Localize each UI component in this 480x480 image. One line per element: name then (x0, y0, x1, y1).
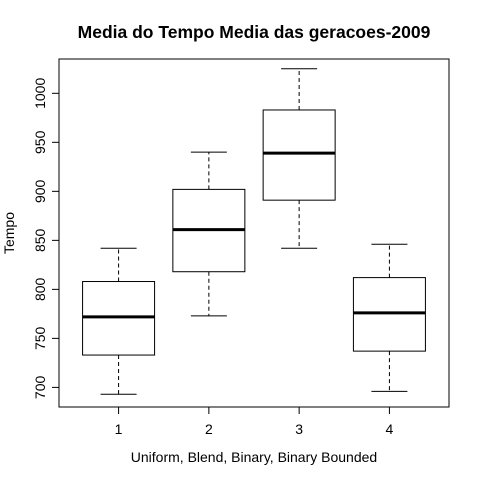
y-axis: 700 750 800 850 900 950 1000 (32, 78, 60, 400)
box-3 (262, 68, 336, 249)
x-tick-label-4: 4 (386, 421, 394, 437)
chart-title: Media do Tempo Media das geracoes-2009 (78, 22, 431, 42)
y-tick-label-800: 800 (32, 277, 48, 301)
x-axis: 1 2 3 4 (115, 406, 394, 437)
y-tick-label-950: 950 (32, 130, 48, 154)
boxes-group (82, 68, 426, 395)
x-axis-label: Uniform, Blend, Binary, Binary Bounded (131, 449, 377, 465)
y-axis-label: Tempo (1, 212, 17, 254)
y-tick-label-1000: 1000 (32, 78, 48, 109)
box-1 (82, 247, 156, 395)
x-tick-label-3: 3 (295, 421, 303, 437)
y-tick-label-750: 750 (32, 326, 48, 350)
y-tick-label-900: 900 (32, 179, 48, 203)
x-tick-label-1: 1 (115, 421, 123, 437)
y-tick-label-700: 700 (32, 376, 48, 400)
x-tick-label-2: 2 (205, 421, 213, 437)
y-tick-label-850: 850 (32, 228, 48, 252)
box-4 (352, 243, 426, 392)
box-2 (172, 151, 246, 317)
iqr-box-3 (262, 109, 336, 201)
